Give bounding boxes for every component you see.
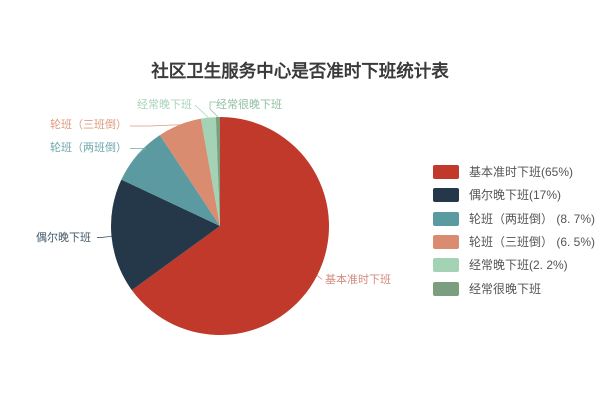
svg-text:经常很晚下班: 经常很晚下班 bbox=[216, 97, 282, 111]
svg-text:偶尔晚下班: 偶尔晚下班 bbox=[36, 231, 91, 244]
svg-text:轮班（两班倒）: 轮班（两班倒） bbox=[50, 140, 127, 154]
svg-text:轮班（三班倒）: 轮班（三班倒） bbox=[50, 117, 127, 131]
svg-text:基本准时下班: 基本准时下班 bbox=[325, 272, 391, 286]
svg-text:经常晚下班: 经常晚下班 bbox=[137, 98, 192, 111]
